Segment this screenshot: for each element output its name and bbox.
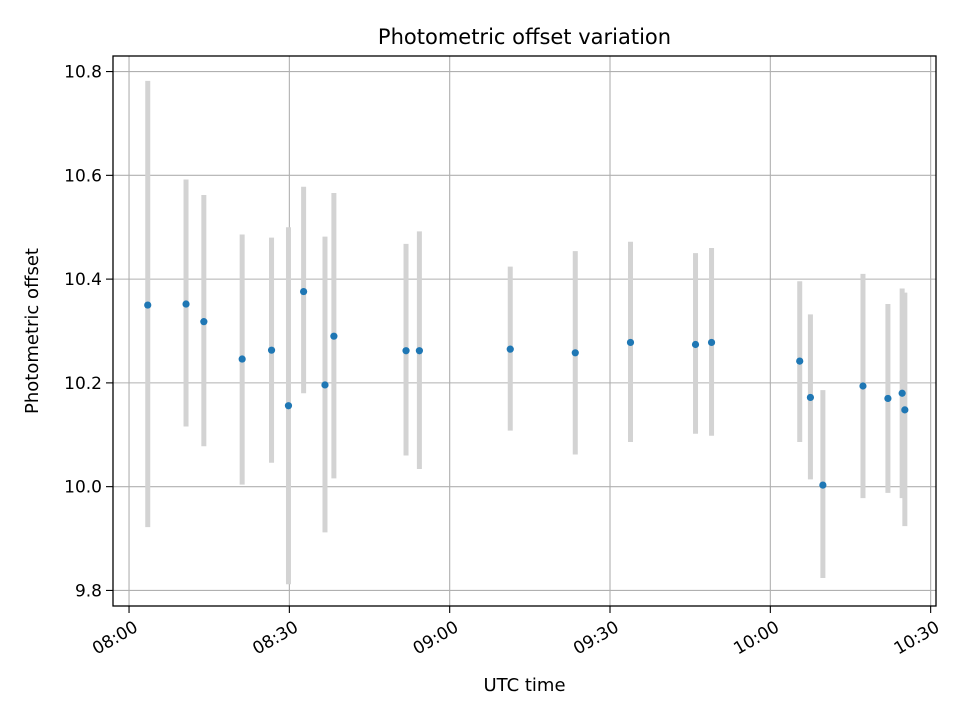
data-point (901, 406, 908, 413)
data-point (416, 347, 423, 354)
y-tick-label: 10.4 (64, 270, 102, 290)
data-point (330, 333, 337, 340)
data-point (859, 382, 866, 389)
chart-title: Photometric offset variation (378, 25, 671, 49)
data-point (819, 482, 826, 489)
data-point (507, 346, 514, 353)
data-point (200, 318, 207, 325)
chart: Photometric offset variation 08:00 08:30 0… (0, 0, 960, 720)
data-point (884, 395, 891, 402)
x-axis-label: UTC time (483, 675, 565, 696)
data-point (627, 339, 634, 346)
data-point (899, 390, 906, 397)
y-tick-label: 10.0 (64, 478, 102, 498)
y-tick-label: 10.8 (64, 63, 102, 83)
data-point (182, 300, 189, 307)
data-point (144, 301, 151, 308)
data-point (321, 381, 328, 388)
data-point (708, 339, 715, 346)
data-point (268, 347, 275, 354)
y-tick-label: 10.2 (64, 374, 102, 394)
data-point (807, 394, 814, 401)
data-point (572, 349, 579, 356)
data-point (796, 357, 803, 364)
y-tick-label: 10.6 (64, 166, 102, 186)
y-tick-label: 9.8 (75, 581, 102, 601)
data-point (402, 347, 409, 354)
figure-background (0, 0, 960, 720)
data-point (285, 402, 292, 409)
data-point (692, 341, 699, 348)
data-point (239, 355, 246, 362)
y-axis-label: Photometric offset (22, 248, 43, 414)
data-point (300, 288, 307, 295)
